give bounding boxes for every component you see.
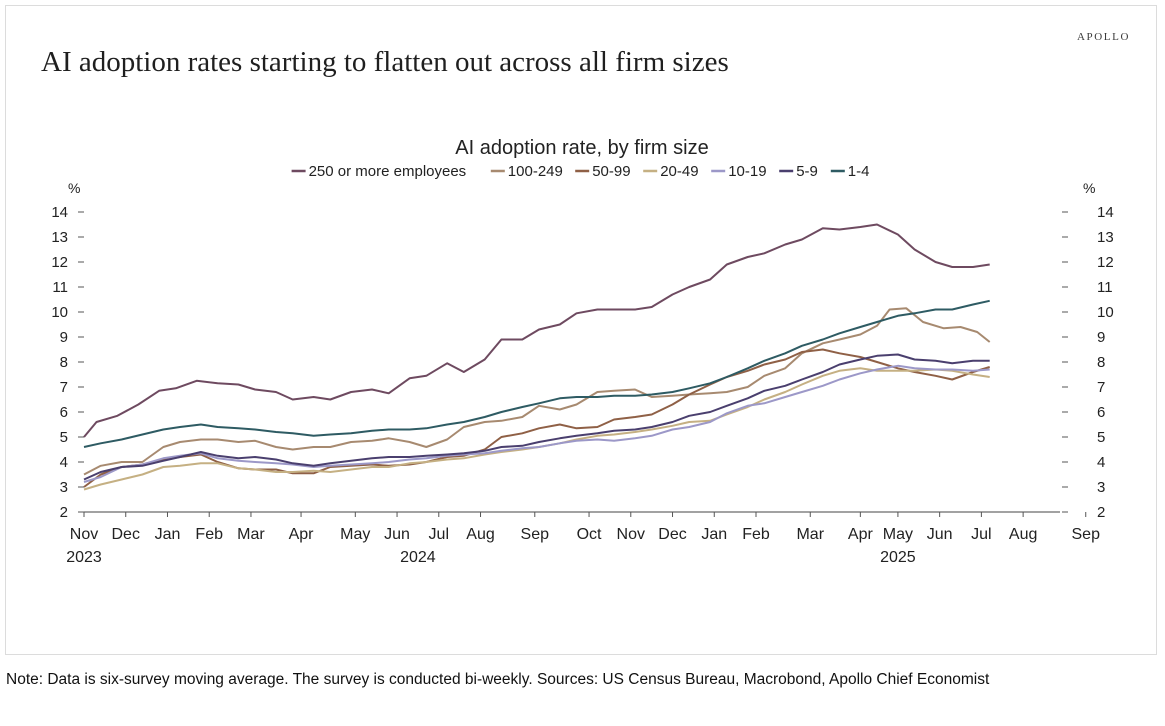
y-tick-label-left: 12 xyxy=(51,254,68,271)
x-tick-label: Jan xyxy=(155,526,181,543)
x-tick-label: Mar xyxy=(237,526,265,543)
y-tick-label-left: 4 xyxy=(60,454,68,471)
x-tick-label: May xyxy=(883,526,913,543)
series-group xyxy=(83,223,991,491)
y-tick-label-left: 6 xyxy=(60,404,68,421)
x-tick-label: Dec xyxy=(112,526,140,543)
y-axis-unit-right: % xyxy=(1083,180,1095,196)
legend-item: 50-99 xyxy=(575,163,631,180)
y-tick-label-left: 10 xyxy=(51,304,68,321)
x-tick-label: Dec xyxy=(658,526,686,543)
x-axis: Nov Dec Jan Feb Mar Apr May Jun Jul Aug Sep Oct Nov D… xyxy=(66,512,1100,566)
legend-item: 5-9 xyxy=(779,163,818,180)
x-tick-label: Jul xyxy=(429,526,449,543)
x-tick-label: Apr xyxy=(848,526,874,543)
y-tick-label-right: 5 xyxy=(1097,429,1105,446)
legend: 250 or more employees 100-249 50-99 20-49 10… xyxy=(291,163,870,180)
y-axis-left: 2 3 4 5 6 7 8 9 10 11 12 13 14 xyxy=(51,204,84,521)
x-tick-label: Apr xyxy=(289,526,315,543)
source-note: Note: Data is six-survey moving average.… xyxy=(6,668,1066,691)
y-axis-right: 2 3 4 5 6 7 8 9 10 11 12 13 14 xyxy=(1062,204,1114,521)
x-tick-label: Aug xyxy=(466,526,494,543)
y-tick-label-left: 9 xyxy=(60,329,68,346)
legend-item: 10-19 xyxy=(711,163,767,180)
x-tick-label: Jan xyxy=(701,526,727,543)
y-tick-label-left: 8 xyxy=(60,354,68,371)
series-line-1-4 xyxy=(83,299,990,448)
x-tick-label: Jul xyxy=(971,526,991,543)
chart-title: AI adoption rate, by firm size xyxy=(455,137,708,159)
y-tick-label-right: 14 xyxy=(1097,204,1114,221)
y-tick-label-right: 12 xyxy=(1097,254,1114,271)
legend-label: 250 or more employees xyxy=(309,163,467,180)
y-tick-label-right: 10 xyxy=(1097,304,1114,321)
chart-frame xyxy=(5,5,1157,655)
x-year-label: 2025 xyxy=(880,549,916,566)
x-tick-label: Nov xyxy=(70,526,98,543)
y-tick-label-left: 13 xyxy=(51,229,68,246)
x-tick-label: Nov xyxy=(617,526,645,543)
x-tick-label: Feb xyxy=(195,526,223,543)
x-tick-label: Aug xyxy=(1009,526,1037,543)
y-tick-label-right: 8 xyxy=(1097,354,1105,371)
y-tick-label-right: 11 xyxy=(1097,279,1113,296)
x-tick-label: Jun xyxy=(384,526,410,543)
series-line-250-or-more-employees xyxy=(83,223,990,438)
apollo-logo: APOLLO xyxy=(1077,31,1130,43)
legend-item: 1-4 xyxy=(830,163,870,180)
y-tick-label-right: 7 xyxy=(1097,379,1105,396)
x-tick-label: Sep xyxy=(521,526,550,543)
x-tick-label: Mar xyxy=(796,526,824,543)
x-year-label: 2024 xyxy=(400,549,436,566)
x-tick-label: Jun xyxy=(927,526,953,543)
series-line-10-19 xyxy=(83,364,990,483)
y-tick-label-right: 3 xyxy=(1097,479,1105,496)
y-tick-label-left: 11 xyxy=(52,279,68,296)
y-tick-label-left: 7 xyxy=(60,379,68,396)
y-tick-label-left: 3 xyxy=(60,479,68,496)
legend-label: 100-249 xyxy=(508,163,563,180)
line-chart: AI adoption rate, by firm size 250 or mo… xyxy=(51,137,1114,566)
legend-item: 250 or more employees xyxy=(291,163,467,180)
series-line-5-9 xyxy=(83,353,990,481)
legend-label: 10-19 xyxy=(728,163,766,180)
legend-item: 20-49 xyxy=(643,163,699,180)
x-tick-label: Feb xyxy=(742,526,770,543)
y-tick-label-right: 2 xyxy=(1097,504,1105,521)
x-tick-label: Oct xyxy=(577,526,602,543)
y-tick-label-right: 13 xyxy=(1097,229,1114,246)
legend-label: 5-9 xyxy=(796,163,818,180)
legend-label: 1-4 xyxy=(848,163,870,180)
y-axis-unit-left: % xyxy=(68,180,80,196)
x-tick-label: Sep xyxy=(1072,526,1101,543)
y-tick-label-left: 14 xyxy=(51,204,68,221)
legend-item: 100-249 xyxy=(490,163,563,180)
y-tick-label-right: 4 xyxy=(1097,454,1105,471)
source-note-text: Note: Data is six-survey moving average.… xyxy=(6,671,990,688)
y-tick-label-right: 6 xyxy=(1097,404,1105,421)
legend-label: 50-99 xyxy=(592,163,630,180)
y-tick-label-left: 5 xyxy=(60,429,68,446)
page-title: AI adoption rates starting to flatten ou… xyxy=(41,46,729,78)
y-tick-label-left: 2 xyxy=(60,504,68,521)
x-year-label: 2023 xyxy=(66,549,102,566)
series-line-100-249 xyxy=(83,307,991,476)
y-tick-label-right: 9 xyxy=(1097,329,1105,346)
series-line-50-99 xyxy=(83,348,990,488)
x-tick-label: May xyxy=(340,526,370,543)
legend-label: 20-49 xyxy=(660,163,698,180)
